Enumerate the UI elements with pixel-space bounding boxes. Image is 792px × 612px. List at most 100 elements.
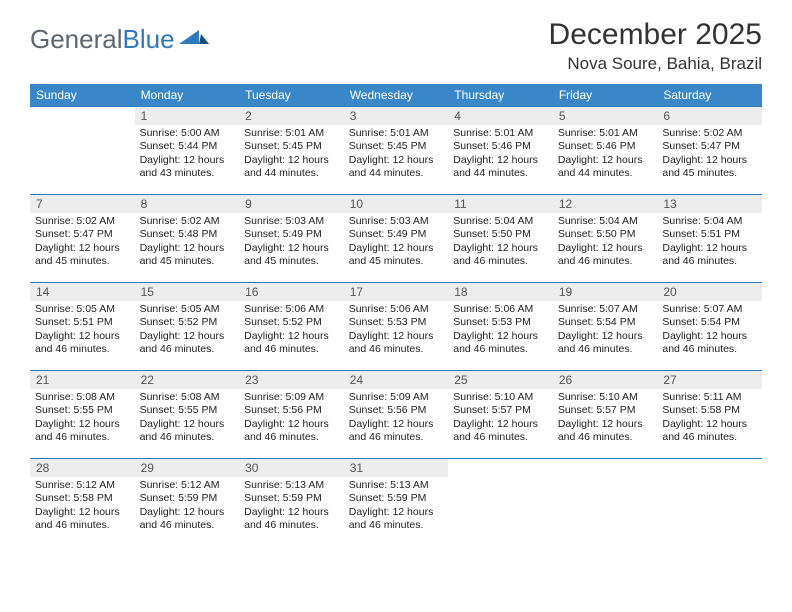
day-body: Sunrise: 5:01 AMSunset: 5:46 PMDaylight:… [553,125,658,185]
day-daylight: Daylight: 12 hours and 46 minutes. [35,418,130,445]
day-sunrise: Sunrise: 5:05 AM [140,303,235,316]
day-sunrise: Sunrise: 5:06 AM [244,303,339,316]
day-daylight: Daylight: 12 hours and 46 minutes. [558,330,653,357]
day-number: 9 [239,195,344,213]
col-sunday: Sunday [30,84,135,107]
title-block: December 2025 Nova Soure, Bahia, Brazil [549,18,762,74]
day-body: Sunrise: 5:02 AMSunset: 5:47 PMDaylight:… [30,213,135,273]
day-sunset: Sunset: 5:50 PM [558,228,653,241]
day-daylight: Daylight: 12 hours and 46 minutes. [662,418,757,445]
calendar-cell: 12Sunrise: 5:04 AMSunset: 5:50 PMDayligh… [553,195,658,283]
day-number: 20 [657,283,762,301]
calendar-cell: 7Sunrise: 5:02 AMSunset: 5:47 PMDaylight… [30,195,135,283]
day-daylight: Daylight: 12 hours and 46 minutes. [558,418,653,445]
calendar-cell: 11Sunrise: 5:04 AMSunset: 5:50 PMDayligh… [448,195,553,283]
day-body: Sunrise: 5:10 AMSunset: 5:57 PMDaylight:… [553,389,658,449]
day-daylight: Daylight: 12 hours and 44 minutes. [244,154,339,181]
calendar-table: Sunday Monday Tuesday Wednesday Thursday… [30,84,762,547]
logo-text: GeneralBlue [30,24,175,55]
day-daylight: Daylight: 12 hours and 46 minutes. [244,506,339,533]
day-sunrise: Sunrise: 5:02 AM [140,215,235,228]
day-sunrise: Sunrise: 5:13 AM [244,479,339,492]
calendar-cell: 14Sunrise: 5:05 AMSunset: 5:51 PMDayligh… [30,283,135,371]
location-label: Nova Soure, Bahia, Brazil [549,54,762,74]
day-daylight: Daylight: 12 hours and 46 minutes. [35,506,130,533]
day-sunrise: Sunrise: 5:08 AM [35,391,130,404]
calendar-cell: 29Sunrise: 5:12 AMSunset: 5:59 PMDayligh… [135,459,240,547]
day-daylight: Daylight: 12 hours and 44 minutes. [558,154,653,181]
day-body: Sunrise: 5:09 AMSunset: 5:56 PMDaylight:… [239,389,344,449]
day-sunrise: Sunrise: 5:01 AM [244,127,339,140]
col-wednesday: Wednesday [344,84,449,107]
day-body: Sunrise: 5:13 AMSunset: 5:59 PMDaylight:… [239,477,344,537]
col-friday: Friday [553,84,658,107]
day-daylight: Daylight: 12 hours and 46 minutes. [140,330,235,357]
day-sunrise: Sunrise: 5:04 AM [662,215,757,228]
day-sunrise: Sunrise: 5:08 AM [140,391,235,404]
day-number: 10 [344,195,449,213]
day-number: 22 [135,371,240,389]
day-sunrise: Sunrise: 5:03 AM [244,215,339,228]
day-body: Sunrise: 5:01 AMSunset: 5:45 PMDaylight:… [344,125,449,185]
day-sunrise: Sunrise: 5:04 AM [558,215,653,228]
day-sunset: Sunset: 5:56 PM [244,404,339,417]
day-number: 18 [448,283,553,301]
day-daylight: Daylight: 12 hours and 45 minutes. [662,154,757,181]
day-sunset: Sunset: 5:48 PM [140,228,235,241]
day-sunset: Sunset: 5:51 PM [35,316,130,329]
calendar-cell: 1Sunrise: 5:00 AMSunset: 5:44 PMDaylight… [135,107,240,195]
calendar-cell: 4Sunrise: 5:01 AMSunset: 5:46 PMDaylight… [448,107,553,195]
day-daylight: Daylight: 12 hours and 46 minutes. [453,418,548,445]
day-number: 21 [30,371,135,389]
day-sunrise: Sunrise: 5:04 AM [453,215,548,228]
calendar-cell: 30Sunrise: 5:13 AMSunset: 5:59 PMDayligh… [239,459,344,547]
day-number: 2 [239,107,344,125]
logo: GeneralBlue [30,24,209,55]
day-body: Sunrise: 5:02 AMSunset: 5:47 PMDaylight:… [657,125,762,185]
day-sunset: Sunset: 5:55 PM [35,404,130,417]
day-body: Sunrise: 5:06 AMSunset: 5:53 PMDaylight:… [344,301,449,361]
day-daylight: Daylight: 12 hours and 44 minutes. [453,154,548,181]
day-body: Sunrise: 5:13 AMSunset: 5:59 PMDaylight:… [344,477,449,537]
day-number: 15 [135,283,240,301]
calendar-cell [657,459,762,547]
day-sunrise: Sunrise: 5:05 AM [35,303,130,316]
day-body: Sunrise: 5:08 AMSunset: 5:55 PMDaylight:… [30,389,135,449]
calendar-cell: 18Sunrise: 5:06 AMSunset: 5:53 PMDayligh… [448,283,553,371]
logo-mark-icon [179,26,209,46]
calendar-row: 1Sunrise: 5:00 AMSunset: 5:44 PMDaylight… [30,107,762,195]
col-monday: Monday [135,84,240,107]
day-sunset: Sunset: 5:49 PM [349,228,444,241]
day-number: 24 [344,371,449,389]
day-sunrise: Sunrise: 5:02 AM [662,127,757,140]
day-number: 11 [448,195,553,213]
day-sunrise: Sunrise: 5:09 AM [244,391,339,404]
day-daylight: Daylight: 12 hours and 44 minutes. [349,154,444,181]
day-body: Sunrise: 5:08 AMSunset: 5:55 PMDaylight:… [135,389,240,449]
calendar-cell: 2 Sunrise: 5:01 AMSunset: 5:45 PMDaylight… [239,107,344,195]
day-daylight: Daylight: 12 hours and 46 minutes. [662,242,757,269]
day-number: 29 [135,459,240,477]
calendar-cell: 25Sunrise: 5:10 AMSunset: 5:57 PMDayligh… [448,371,553,459]
day-number: 1 [135,107,240,125]
day-number: 5 [553,107,658,125]
day-sunrise: Sunrise: 5:07 AM [558,303,653,316]
calendar-row: 21Sunrise: 5:08 AMSunset: 5:55 PMDayligh… [30,371,762,459]
calendar-cell: 6Sunrise: 5:02 AMSunset: 5:47 PMDaylight… [657,107,762,195]
calendar-cell [30,107,135,195]
day-sunset: Sunset: 5:45 PM [244,140,339,153]
day-sunrise: Sunrise: 5:06 AM [453,303,548,316]
day-daylight: Daylight: 12 hours and 46 minutes. [349,330,444,357]
calendar-cell: 3Sunrise: 5:01 AMSunset: 5:45 PMDaylight… [344,107,449,195]
calendar-cell: 21Sunrise: 5:08 AMSunset: 5:55 PMDayligh… [30,371,135,459]
day-body: Sunrise: 5:04 AMSunset: 5:51 PMDaylight:… [657,213,762,273]
calendar-cell: 9Sunrise: 5:03 AMSunset: 5:49 PMDaylight… [239,195,344,283]
day-sunset: Sunset: 5:58 PM [662,404,757,417]
day-number: 3 [344,107,449,125]
day-body: Sunrise: 5:03 AMSunset: 5:49 PMDaylight:… [344,213,449,273]
calendar-cell: 23Sunrise: 5:09 AMSunset: 5:56 PMDayligh… [239,371,344,459]
day-daylight: Daylight: 12 hours and 46 minutes. [244,330,339,357]
day-sunrise: Sunrise: 5:12 AM [35,479,130,492]
calendar-header-row: Sunday Monday Tuesday Wednesday Thursday… [30,84,762,107]
day-daylight: Daylight: 12 hours and 46 minutes. [244,418,339,445]
